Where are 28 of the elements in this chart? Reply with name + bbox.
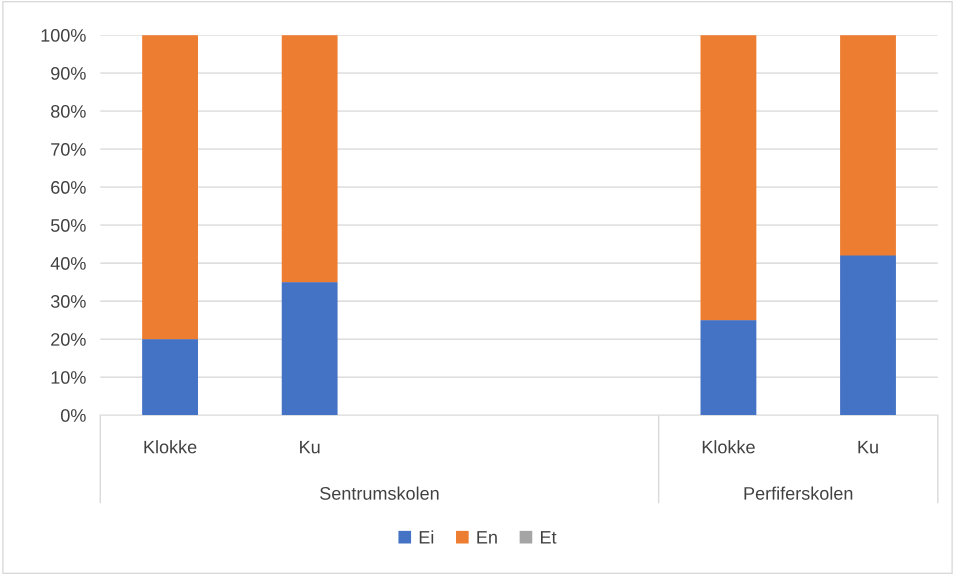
bar [282,35,338,282]
bar [142,35,198,340]
bar [700,35,756,320]
text: Sentrumskolen [320,486,438,500]
x-tick-label: Klokke [144,440,196,454]
y-tick-label: 90% [51,67,86,80]
y-tick-label: 100% [42,29,86,42]
bar [840,256,896,416]
legend-label: Ei [420,530,434,544]
y-tick-label: 0% [60,409,86,422]
x-tick-label: Ku [300,440,320,454]
y-tick-label: 50% [50,219,86,232]
x-tick-label: Ku [858,440,878,454]
y-tick-label: 40% [50,257,86,270]
bar [700,320,756,416]
bar [142,339,198,416]
y-tick-label: 30% [50,295,86,308]
y-tick-label: 20% [51,333,86,346]
bar [840,35,896,256]
legend-label: Et [540,531,556,544]
bar [282,282,338,416]
text: Perfiferskolen [744,486,852,500]
y-tick-label: 70% [51,143,86,156]
y-tick-label: 60% [51,181,86,194]
y-tick-label: 80% [51,105,86,118]
legend-label: En [477,531,497,544]
y-tick-label: 10% [52,371,86,384]
x-tick-label: Klokke [702,440,755,454]
